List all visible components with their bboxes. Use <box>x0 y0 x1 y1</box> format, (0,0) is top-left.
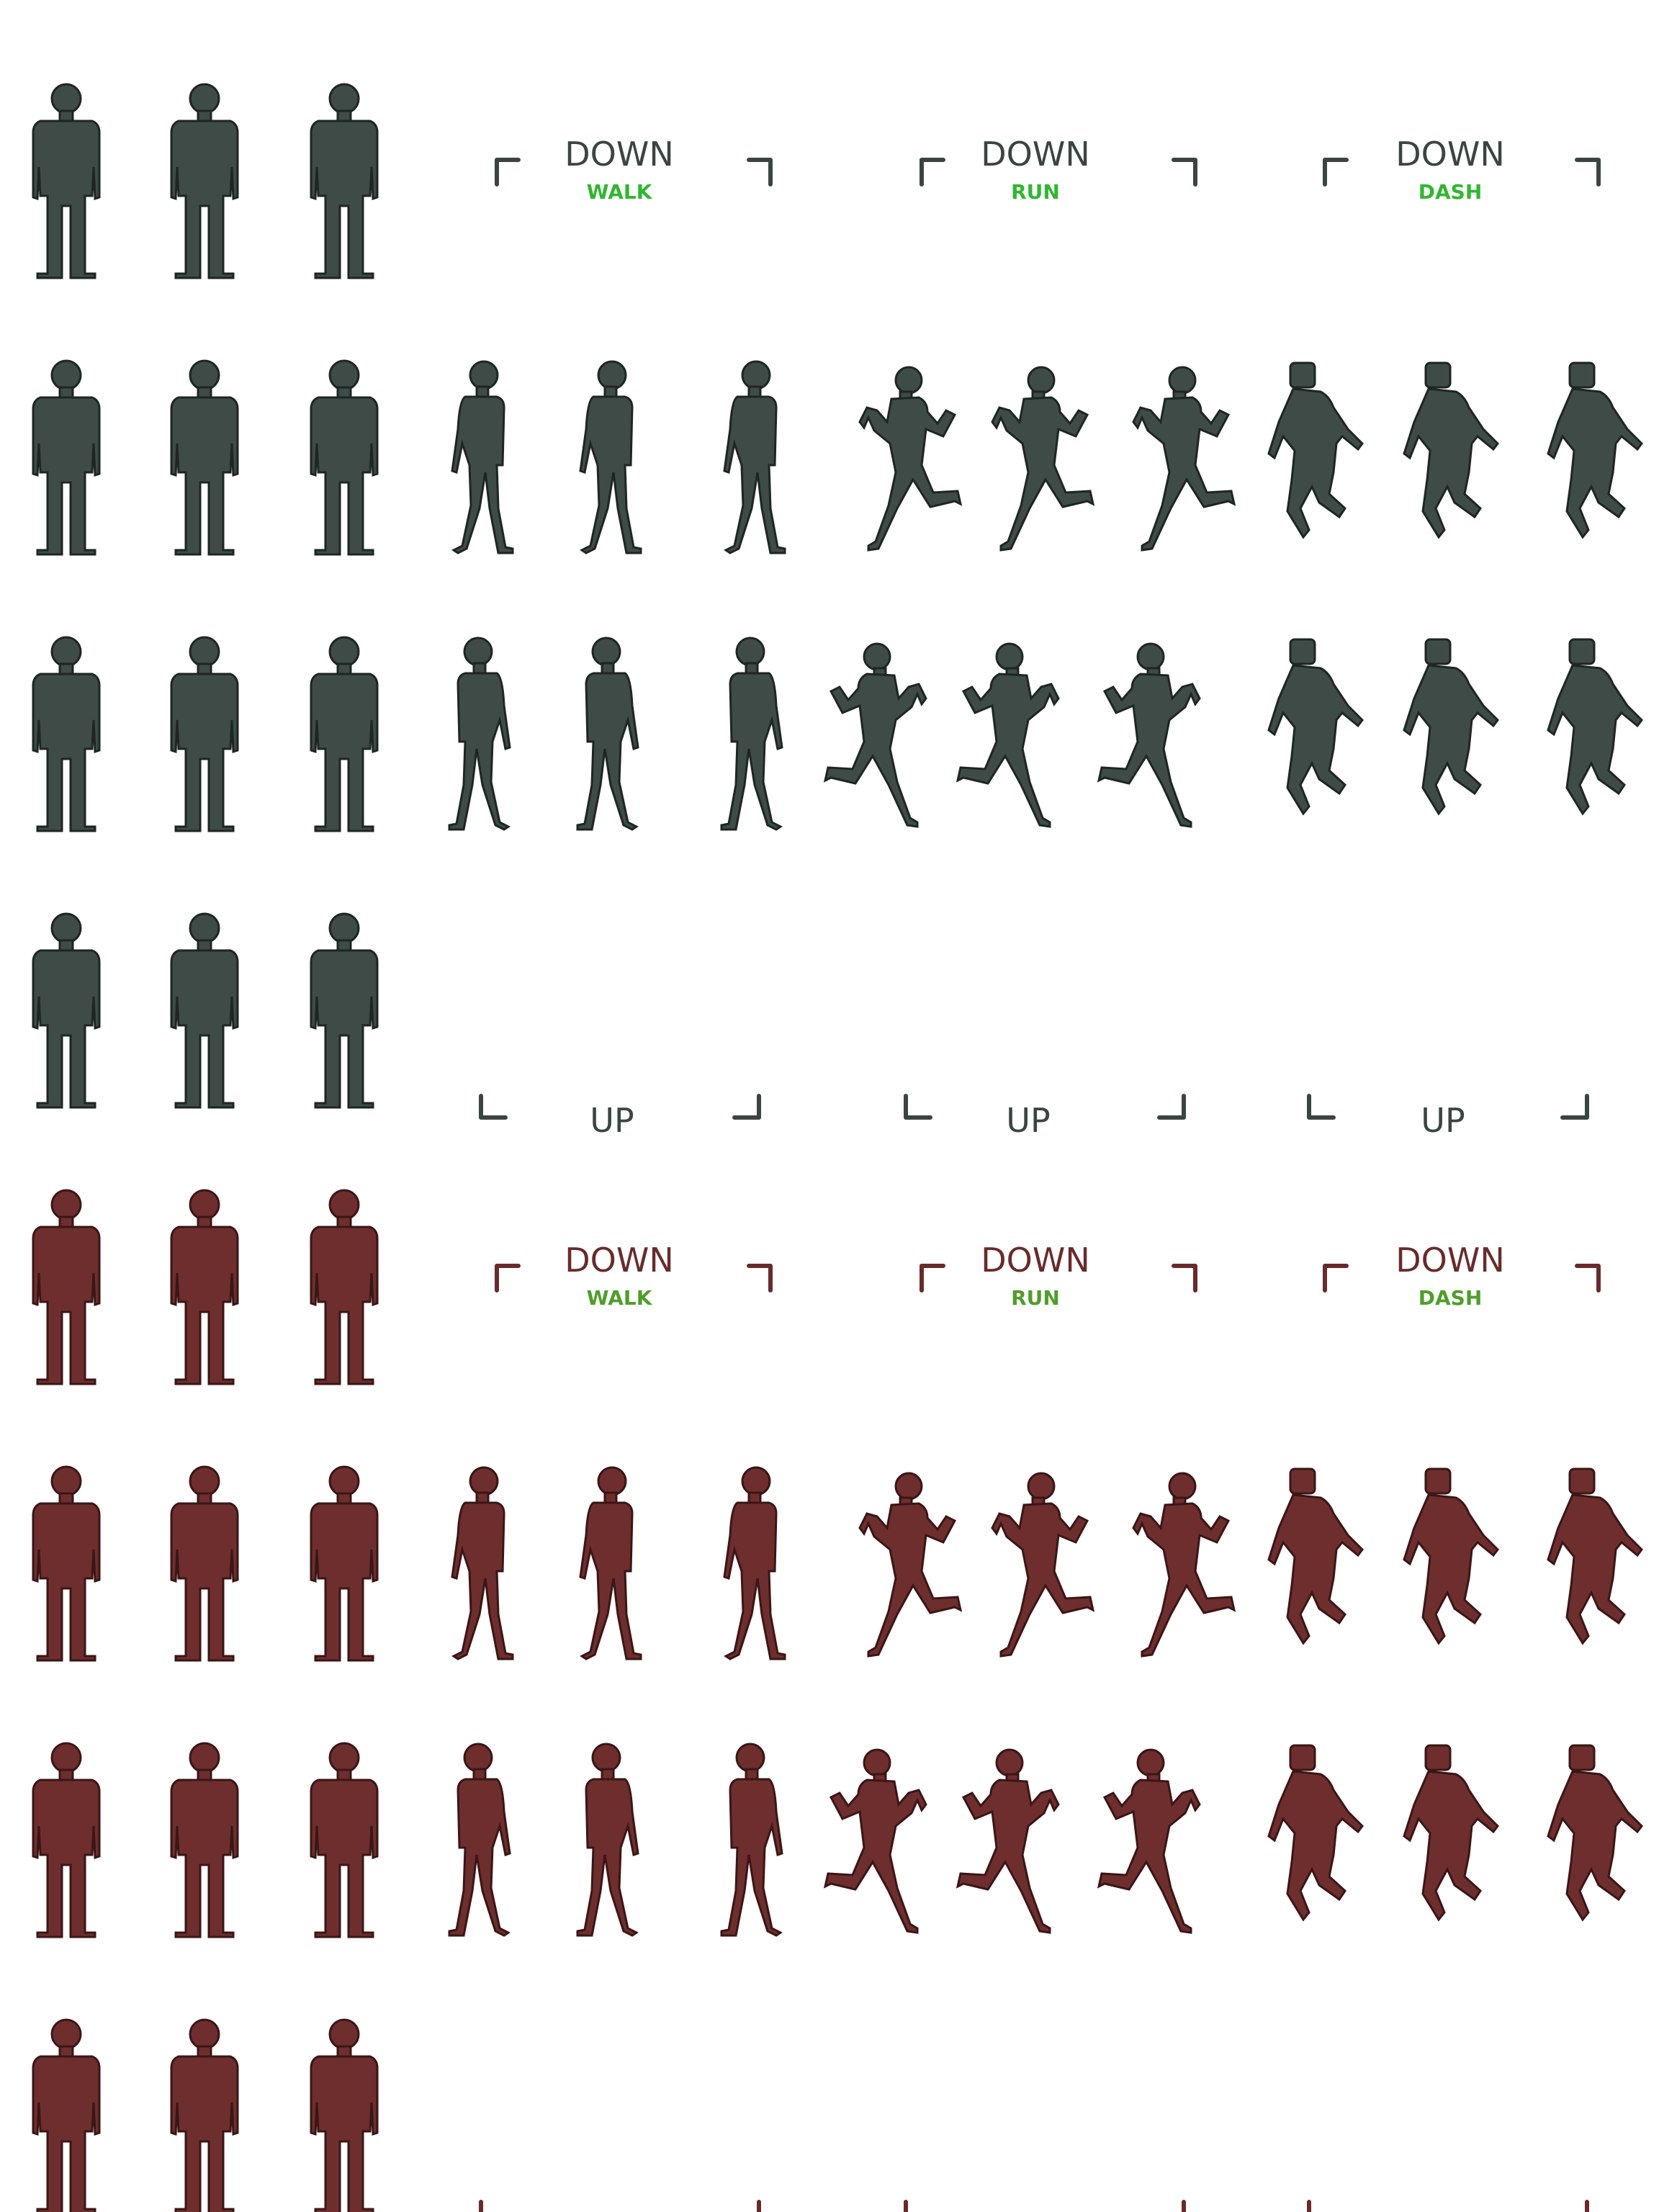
bracket-top <box>495 158 773 186</box>
direction-label: UP <box>1006 1101 1050 1140</box>
direction-label: DOWN <box>981 1241 1090 1280</box>
direction-label: DOWN <box>565 1241 674 1280</box>
bracket-bottom <box>479 1094 761 1120</box>
direction-label: UP <box>590 1101 634 1140</box>
direction-label: UP <box>1421 2207 1465 2212</box>
sheet-green: DOWN WALK DOWN RUN DOWN DASH UP UP UP <box>32 83 1643 1140</box>
mode-label: WALK <box>587 1286 653 1310</box>
bracket-top <box>1323 158 1601 186</box>
direction-label: DOWN <box>1395 1241 1505 1280</box>
mode-label: WALK <box>587 180 653 204</box>
direction-label: UP <box>590 2207 634 2212</box>
direction-label: DOWN <box>1395 135 1505 174</box>
bracket-top <box>1323 1264 1601 1292</box>
mode-label: RUN <box>1011 1286 1060 1310</box>
bracket-top <box>920 1264 1197 1292</box>
mode-label: DASH <box>1419 1286 1483 1310</box>
mode-label: RUN <box>1011 180 1060 204</box>
direction-label: UP <box>1006 2207 1050 2212</box>
bracket-bottom <box>904 1094 1186 1120</box>
bracket-bottom <box>479 2200 761 2212</box>
direction-label: DOWN <box>981 135 1090 174</box>
sheet-maroon: DOWN WALK DOWN RUN DOWN DASH UP UP UP <box>32 1189 1643 2212</box>
direction-label: UP <box>1421 1101 1465 1140</box>
bracket-bottom <box>1307 1094 1589 1120</box>
bracket-bottom <box>904 2200 1186 2212</box>
direction-label: DOWN <box>565 135 674 174</box>
bracket-top <box>495 1264 773 1292</box>
mode-label: DASH <box>1419 180 1483 204</box>
bracket-top <box>920 158 1197 186</box>
bracket-bottom <box>1307 2200 1589 2212</box>
